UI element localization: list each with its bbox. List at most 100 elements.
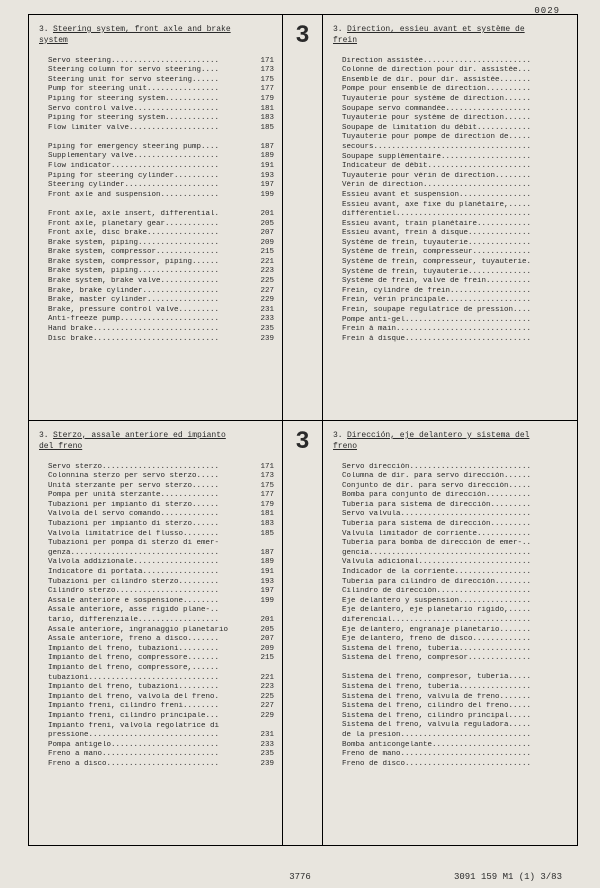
index-label: Front axle, disc brake................ (39, 229, 248, 239)
index-label: Impianto del freno, tubazioni......... (39, 645, 248, 655)
index-label: Servo valvula...........................… (333, 510, 569, 520)
index-row: Colonne de direction pour dir. assistée.… (333, 66, 569, 76)
footer: 3776 3091 159 M1 (1) 3/83 (0, 872, 600, 882)
index-label: Frein, cylindre de frein................… (333, 287, 569, 297)
index-label: Hand brake............................ (39, 325, 248, 335)
index-label: Impianto freni, cilindro principale... (39, 712, 248, 722)
index-row: Tubazioni per impianto di sterzo......18… (39, 520, 274, 530)
index-row: Sistema del freno, tuberia..............… (333, 683, 569, 693)
index-label: Essieu avant et suspension..............… (333, 191, 569, 201)
index-label: Tubazioni per cilindro sterzo......... (39, 578, 248, 588)
index-label: diferencial.............................… (333, 616, 569, 626)
index-label: Valvola limitatrice del flusso........ (39, 530, 248, 540)
index-label: Freno de mano...........................… (333, 750, 569, 760)
index-label: Pompe anti-gel..........................… (333, 316, 569, 326)
blank-row (333, 664, 569, 674)
index-row: Servo steering........................17… (39, 57, 274, 67)
item-list: Servo dirección.........................… (333, 463, 569, 770)
index-row: Brake system, compressor..............21… (39, 248, 274, 258)
index-row: Indicatore di portata.................19… (39, 568, 274, 578)
index-label: Anti-freeze pump...................... (39, 315, 248, 325)
index-row: Steering column for servo steering....17… (39, 66, 274, 76)
index-label: Freno a mano.......................... (39, 750, 248, 760)
index-row: Frein, cylindre de frein................… (333, 287, 569, 297)
index-row: Assale anteriore, asse rigido plane-.. (39, 606, 274, 616)
index-row: Impianto del freno, valvola del freno.22… (39, 693, 274, 703)
index-page: 235 (248, 325, 274, 335)
index-label: tubazioni............................. (39, 674, 248, 684)
index-row: Pump for steering unit................17… (39, 85, 274, 95)
index-label: Assale anteriore, ingranaggio planetario (39, 626, 248, 636)
index-label: Impianto del freno, valvola del freno. (39, 693, 248, 703)
index-row: secours.................................… (333, 143, 569, 153)
index-label: Sistema del freno, tuberia..............… (333, 645, 569, 655)
index-row: différentiel............................… (333, 210, 569, 220)
index-label: Indicatore di portata................. (39, 568, 248, 578)
footer-right: 3091 159 M1 (1) 3/83 (454, 872, 562, 882)
index-page: 189 (248, 558, 274, 568)
index-row: Front axle, disc brake................20… (39, 229, 274, 239)
index-row: Essieu avant et suspension..............… (333, 191, 569, 201)
index-label: Sistema del freno, compresor............… (333, 654, 569, 664)
index-row: Tuberia para bomba de dirección de emer-… (333, 539, 569, 549)
index-row: Piping for steering cylinder..........19… (39, 172, 274, 182)
index-row: Freno a mano..........................23… (39, 750, 274, 760)
index-page: 185 (248, 530, 274, 540)
section-title: 3.Direction, essieu avant et système de … (333, 25, 534, 47)
index-row: Brake system, piping..................20… (39, 239, 274, 249)
index-page: 181 (248, 105, 274, 115)
index-row: Sistema del freno, compresor, tuberia...… (333, 673, 569, 683)
index-row: Tuberia para sistema de dirección.......… (333, 501, 569, 511)
index-page: 173 (248, 472, 274, 482)
index-label: Brake, pressure control valve......... (39, 306, 248, 316)
index-label: Piping for steering system............ (39, 95, 248, 105)
index-page: 179 (248, 501, 274, 511)
index-row: Soupape de limitation du débit..........… (333, 124, 569, 134)
index-row: Système de frein, compresseur...........… (333, 248, 569, 258)
index-row: Essieu avant, train planétaire..........… (333, 220, 569, 230)
index-label: Brake system, brake valve............. (39, 277, 248, 287)
index-label: Frein, vérin principale.................… (333, 296, 569, 306)
index-page: 225 (248, 277, 274, 287)
index-label: Assale anteriore, freno a disco....... (39, 635, 248, 645)
index-row: Eje delantero, engranaje planetario.....… (333, 626, 569, 636)
index-page: 171 (248, 463, 274, 473)
page: 0029 3.Steering system, front axle and b… (0, 0, 600, 888)
index-row: Eje delantero, eje planetario rigido,...… (333, 606, 569, 616)
index-row: Impianto del freno, tubazioni.........22… (39, 683, 274, 693)
index-page: 173 (248, 66, 274, 76)
index-row: Front axle and suspension.............19… (39, 191, 274, 201)
index-row: Steering unit for servo steering......17… (39, 76, 274, 86)
index-page: 197 (248, 181, 274, 191)
index-page: 197 (248, 587, 274, 597)
index-label: Brake, master cylinder................ (39, 296, 248, 306)
index-label: pressione............................. (39, 731, 248, 741)
index-label: Piping for emergency steering pump.... (39, 143, 248, 153)
section-title: 3.Steering system, front axle and brake … (39, 25, 239, 47)
index-label: Supplementary valve................... (39, 152, 248, 162)
index-label: Valvula limitador de corriente..........… (333, 530, 569, 540)
index-row: Freno de mano...........................… (333, 750, 569, 760)
index-page (248, 539, 274, 549)
index-page (248, 664, 274, 674)
index-label: Tuberia para sistema de dirección.......… (333, 520, 569, 530)
index-row: Sistema del freno, cilindro principal...… (333, 712, 569, 722)
index-row: Pompa per unità sterzante.............17… (39, 491, 274, 501)
index-row: Frein à disque..........................… (333, 335, 569, 345)
index-label: Tuyauterie pour système de direction....… (333, 95, 569, 105)
index-label: Assale anteriore, asse rigido plane-.. (39, 606, 248, 616)
index-page (248, 722, 274, 732)
index-row: Piping for emergency steering pump....18… (39, 143, 274, 153)
index-label: Brake system, compressor.............. (39, 248, 248, 258)
index-label: Tuyauterie pour système de direction....… (333, 114, 569, 124)
section-title: 3.Dirección, eje delantero y sistema del… (333, 431, 534, 453)
item-list: Direction assistée......................… (333, 57, 569, 345)
index-row: Sistema del freno, cilindro del freno...… (333, 702, 569, 712)
index-label: Brake system, piping.................. (39, 239, 248, 249)
index-label: tario, differenziale.................. (39, 616, 248, 626)
index-label: Eje delantero, eje planetario rigido,...… (333, 606, 569, 616)
index-label: Tubazioni per impianto di sterzo...... (39, 520, 248, 530)
index-label: Front axle, axle insert, differential. (39, 210, 248, 220)
quadrant-italian: 3.Sterzo, assale anteriore ed impianto d… (29, 421, 283, 845)
index-row: Conjunto de dir. para servo dirección...… (333, 482, 569, 492)
